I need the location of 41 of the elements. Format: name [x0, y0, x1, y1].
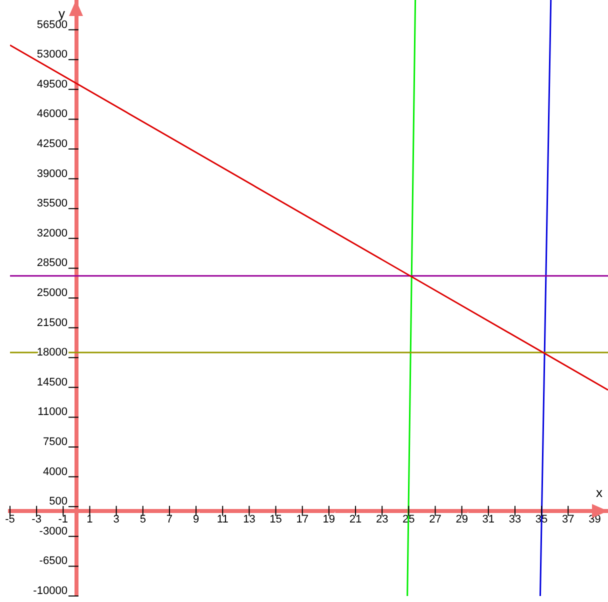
y-axis-title: y — [58, 6, 65, 21]
x-tick-label: -5 — [5, 513, 15, 526]
x-tick-label: 3 — [113, 513, 120, 526]
x-tick-label: 15 — [270, 513, 282, 526]
y-tick-label: -10000 — [33, 585, 68, 598]
y-tick-label: 7500 — [42, 436, 68, 448]
x-tick-label: -3 — [32, 513, 42, 526]
y-tick-label: 11000 — [38, 406, 68, 418]
x-axis-title: x — [596, 484, 602, 500]
x-tick-label: 9 — [192, 513, 200, 526]
x-tick-label: 13 — [243, 513, 256, 526]
x-tick-label: -1 — [58, 513, 68, 526]
x-tick-label: 29 — [456, 513, 468, 526]
y-tick-label: -6500 — [39, 555, 68, 568]
y-tick-label: 28500 — [36, 257, 68, 270]
y-tick-label: 46000 — [36, 108, 68, 120]
x-tick-label: 37 — [562, 513, 574, 526]
y-tick-label: 21500 — [36, 316, 68, 329]
y-tick-label: 42500 — [36, 138, 68, 150]
x-tick-label: 1 — [86, 513, 93, 526]
y-tick-label: 25000 — [36, 287, 68, 300]
y-tick-label: 39000 — [36, 168, 68, 180]
y-tick-label: -3000 — [39, 525, 68, 538]
y-tick-label: 49500 — [36, 78, 68, 90]
y-tick-label: 53000 — [36, 48, 68, 61]
x-tick-label: 21 — [349, 513, 362, 526]
y-tick-label: 4000 — [42, 466, 68, 478]
x-tick-label: 7 — [166, 513, 173, 526]
x-tick-label: 27 — [429, 513, 442, 526]
y-tick-label: 35500 — [36, 198, 68, 210]
x-tick-label: 17 — [296, 513, 308, 526]
y-tick-label: 14500 — [36, 376, 68, 388]
x-tick-label: 11 — [216, 513, 228, 526]
y-tick-label: 32000 — [36, 227, 68, 240]
x-tick-label: 31 — [482, 513, 495, 526]
y-tick-label: 56500 — [36, 18, 68, 31]
x-tick-label: 19 — [322, 513, 336, 526]
x-tick-label: 33 — [508, 513, 522, 526]
x-tick-label: 5 — [140, 513, 146, 526]
y-tick-label: 500 — [49, 496, 68, 508]
x-tick-label: 23 — [376, 513, 388, 526]
